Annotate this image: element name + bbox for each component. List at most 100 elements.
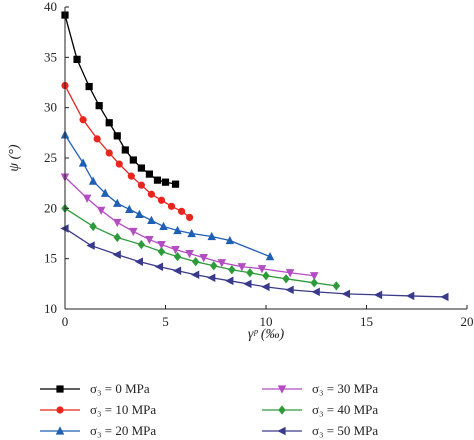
data-point xyxy=(157,240,166,250)
x-tick-label: 10 xyxy=(260,314,273,329)
data-point xyxy=(82,194,92,203)
data-point xyxy=(145,170,154,178)
data-point xyxy=(309,272,319,281)
data-point xyxy=(185,250,194,259)
data-point xyxy=(217,259,227,268)
data-point xyxy=(332,281,341,291)
data-point xyxy=(187,228,196,238)
data-point xyxy=(207,273,216,283)
data-point xyxy=(137,164,145,172)
data-point xyxy=(341,289,351,299)
data-point xyxy=(113,232,121,243)
data-point xyxy=(172,266,182,276)
legend-label: σ₃ = 30 MPa xyxy=(312,381,378,396)
data-point xyxy=(246,268,254,278)
series-layer xyxy=(60,11,449,302)
series-line xyxy=(64,14,176,185)
x-axis-label: γᵖ (‰) xyxy=(248,327,285,342)
data-point xyxy=(285,285,294,295)
data-point xyxy=(121,146,129,154)
data-point xyxy=(173,225,182,235)
data-point xyxy=(173,252,182,262)
data-point xyxy=(147,190,156,198)
data-point xyxy=(167,202,176,210)
y-tick-label: 20 xyxy=(44,200,57,215)
data-point xyxy=(310,278,318,288)
data-point xyxy=(225,235,235,245)
data-point xyxy=(129,156,137,164)
legend-item: σ₃ = 0 MPa xyxy=(40,381,150,396)
legend-label: σ₃ = 40 MPa xyxy=(312,402,378,417)
series-line xyxy=(64,207,337,287)
y-axis-label: ψ (°) xyxy=(7,144,22,171)
series-5 xyxy=(60,224,449,302)
data-point xyxy=(147,215,156,225)
data-point xyxy=(311,287,320,297)
series-2 xyxy=(60,130,275,261)
axis-layer: 10 15 20 25 30 35 40 0 5 10 15 20 γᵖ (‰) ψ (°) xyxy=(7,0,474,342)
legend-item: σ₃ = 30 MPa xyxy=(262,381,378,396)
x-tick-label: 0 xyxy=(62,314,69,329)
data-point xyxy=(105,149,113,157)
legend-marker xyxy=(277,426,286,436)
data-point xyxy=(285,269,295,278)
y-tick-label: 15 xyxy=(44,251,57,266)
data-point xyxy=(237,263,247,272)
data-point xyxy=(86,241,95,250)
y-tick-label: 30 xyxy=(44,100,57,115)
data-point xyxy=(115,160,123,168)
data-point xyxy=(210,261,218,271)
legend-marker xyxy=(55,426,65,435)
data-point xyxy=(134,257,143,266)
legend-item: σ₃ = 50 MPa xyxy=(262,423,378,438)
legend-item: σ₃ = 20 MPa xyxy=(40,423,156,438)
data-point xyxy=(127,172,135,180)
data-point xyxy=(137,181,145,189)
series-1 xyxy=(61,81,194,221)
data-point xyxy=(113,198,122,207)
data-point xyxy=(129,227,138,237)
data-point xyxy=(93,135,101,143)
data-point xyxy=(177,207,186,215)
data-point xyxy=(105,119,113,127)
data-point xyxy=(373,290,383,300)
legend: σ₃ = 0 MPa σ₃ = 10 MPa σ₃ = 20 MPa σ₃ = 30 … xyxy=(40,381,378,438)
data-point xyxy=(261,282,270,292)
data-point xyxy=(257,265,267,274)
data-point xyxy=(191,257,200,267)
legend-marker xyxy=(56,385,64,393)
data-point xyxy=(265,251,275,261)
series-4 xyxy=(61,203,341,291)
data-point xyxy=(95,102,103,110)
data-point xyxy=(406,291,415,301)
legend-label: σ₃ = 50 MPa xyxy=(312,423,378,438)
series-3 xyxy=(60,173,319,281)
data-point xyxy=(157,196,166,204)
x-tick-label: 5 xyxy=(162,314,169,329)
data-point xyxy=(153,176,162,184)
data-point xyxy=(125,204,134,213)
data-point xyxy=(100,188,110,197)
x-tick-label: 15 xyxy=(360,314,373,329)
legend-label: σ₃ = 20 MPa xyxy=(90,423,156,438)
y-tick-label: 25 xyxy=(44,150,57,165)
legend-label: σ₃ = 0 MPa xyxy=(90,381,150,396)
y-tick-label: 40 xyxy=(44,0,57,14)
data-point xyxy=(96,206,106,216)
legend-item: σ₃ = 10 MPa xyxy=(40,402,156,417)
data-point xyxy=(112,250,121,259)
data-point xyxy=(145,235,154,245)
data-point xyxy=(78,158,88,167)
data-point xyxy=(113,132,121,140)
data-point xyxy=(190,270,200,280)
legend-marker xyxy=(56,406,64,414)
data-point xyxy=(135,209,144,218)
legend-label: σ₃ = 10 MPa xyxy=(90,402,156,417)
series-line xyxy=(64,176,315,277)
data-point xyxy=(157,246,166,257)
data-point xyxy=(85,82,93,91)
series-line xyxy=(64,134,271,258)
data-point xyxy=(440,292,449,302)
data-point xyxy=(199,254,208,263)
